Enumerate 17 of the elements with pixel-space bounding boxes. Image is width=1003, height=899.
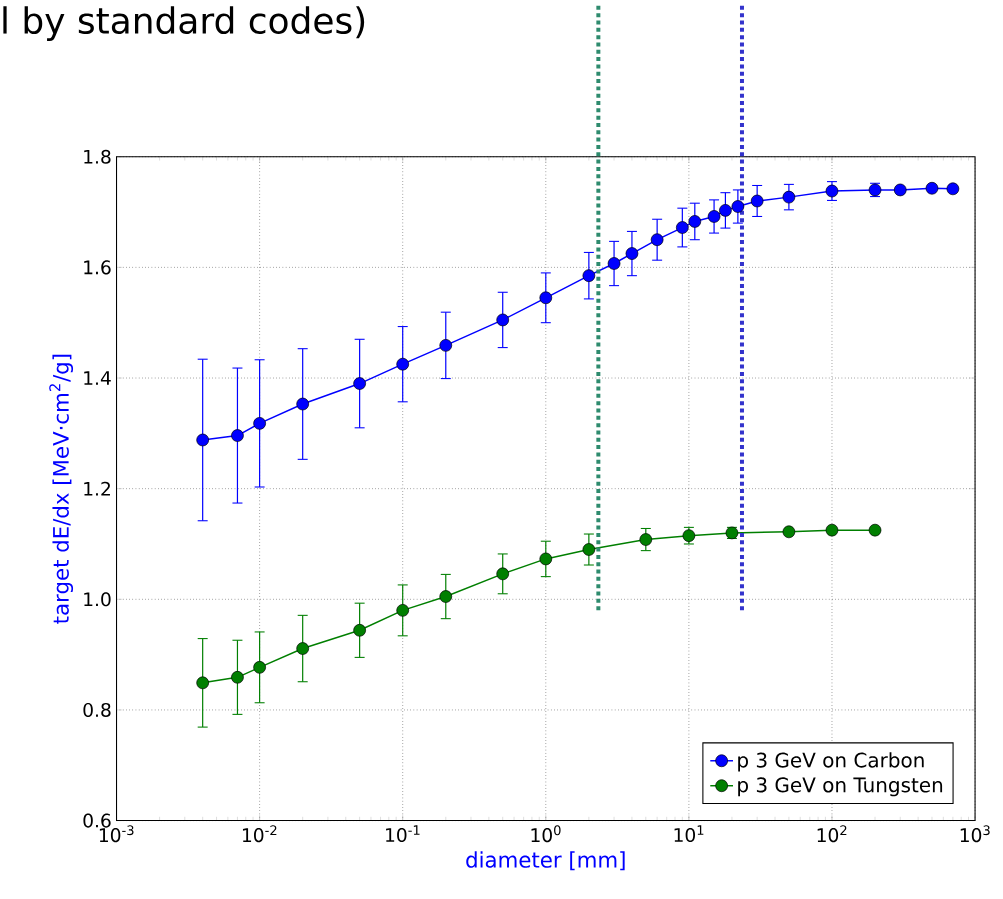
x-tick-label: 10$^{1}$ xyxy=(674,825,704,842)
y-tick-label: 1.2 xyxy=(84,481,110,496)
y-tick-label: 0.8 xyxy=(83,702,111,717)
y-tick-label: 1.0 xyxy=(84,592,111,607)
y-tick-label: 1.8 xyxy=(84,149,111,164)
x-tick-label: 10$^{0}$ xyxy=(531,825,561,842)
x-tick-label: 10$^{-1}$ xyxy=(386,825,420,842)
y-axis-title: target dE/dx [MeV·cm$^{2}$/g] xyxy=(49,354,74,624)
y-tick-label: 1.6 xyxy=(84,260,111,275)
chart-title: l by standard codes) xyxy=(3,6,365,41)
x-tick-label: 10$^{-2}$ xyxy=(242,825,277,842)
legend-label: p 3 GeV on Carbon xyxy=(738,751,924,772)
x-tick-label: 10$^{3}$ xyxy=(960,825,990,842)
x-axis-title: diameter [mm] xyxy=(466,851,625,871)
x-tick-label: 10$^{2}$ xyxy=(817,825,847,842)
y-tick-label: 1.4 xyxy=(84,371,111,385)
legend-label: p 3 GeV on Tungsten xyxy=(738,777,943,797)
